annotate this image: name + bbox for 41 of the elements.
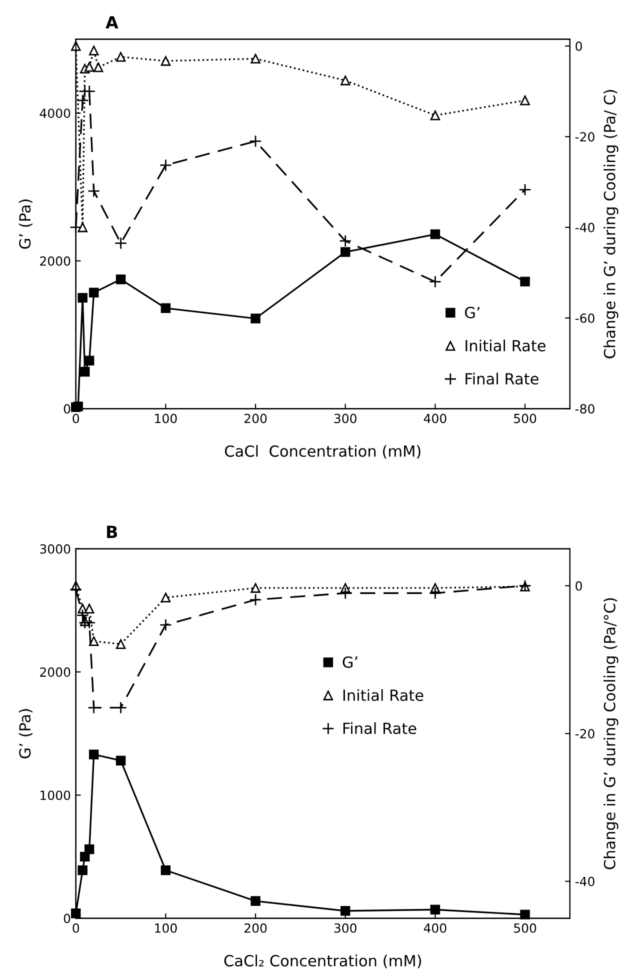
legend-label: G’ <box>465 306 480 318</box>
y2-tick-label: -40 <box>575 222 594 232</box>
y2-tick-label: 0 <box>576 581 582 591</box>
y-tick-label: 4000 <box>40 108 70 118</box>
x-tick-label: 100 <box>155 923 177 933</box>
x-tick-label: 200 <box>244 414 267 424</box>
y-tick-label: 2000 <box>40 256 70 266</box>
y2-tick-label: -60 <box>575 313 594 323</box>
legend-label: Final Rate <box>343 722 416 734</box>
y2-axis-title: Change in G’ during Cooling (Pa/ C) <box>604 90 618 358</box>
x-tick-label: 0 <box>72 414 80 424</box>
y2-tick-label: 0 <box>576 41 582 51</box>
x-tick-label: 500 <box>514 923 536 933</box>
x-axis-title: CaCl₂ Concentration (mM) <box>224 954 422 968</box>
y-axis-title: G’ (Pa) <box>18 709 32 758</box>
y2-tick-label: -20 <box>575 729 594 738</box>
y2-tick-label: -20 <box>575 132 594 142</box>
y-tick-label: 0 <box>64 404 70 414</box>
chart-title: B <box>107 526 118 538</box>
x-tick-label: 300 <box>334 923 356 933</box>
y-axis-title: G’ (Pa) <box>18 200 32 249</box>
y-tick-label: 2000 <box>40 667 70 677</box>
x-tick-label: 300 <box>334 414 356 424</box>
x-tick-label: 100 <box>155 414 177 424</box>
chart-title: A <box>106 16 118 28</box>
y-tick-label: 1000 <box>40 790 70 800</box>
legend-label: Final Rate <box>466 372 538 385</box>
x-tick-label: 500 <box>514 414 536 424</box>
legend-label: G’ <box>342 656 358 668</box>
y-tick-label: 3000 <box>40 544 70 554</box>
x-tick-label: 200 <box>244 923 267 933</box>
x-tick-label: 0 <box>72 923 80 933</box>
y-tick-label: 0 <box>64 914 70 924</box>
legend-label: Initial Rate <box>466 340 546 352</box>
y2-tick-label: -40 <box>575 876 594 886</box>
x-axis-title: CaCl Concentration (mM) <box>224 445 420 459</box>
x-tick-label: 400 <box>424 923 446 933</box>
legend-label: Initial Rate <box>343 689 424 702</box>
x-tick-label: 400 <box>424 414 446 424</box>
y2-axis-title: Change in G’ during Cooling (Pa/°C) <box>604 598 618 870</box>
y2-tick-label: -80 <box>575 404 594 414</box>
